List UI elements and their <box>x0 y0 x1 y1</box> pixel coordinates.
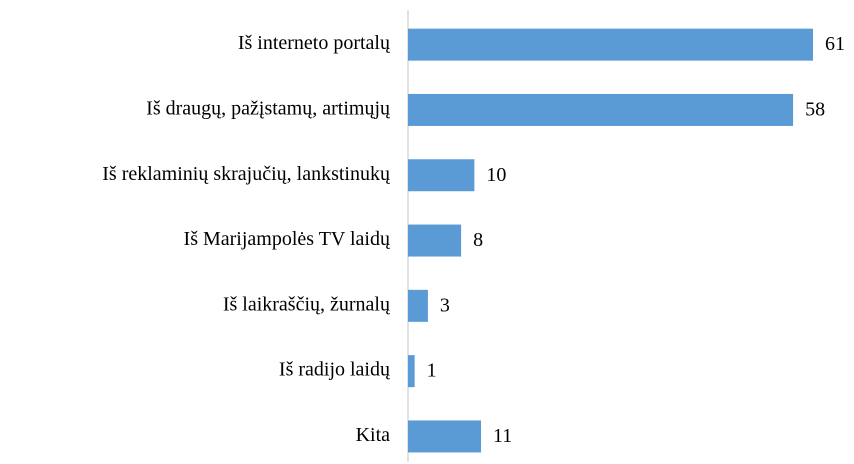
bar <box>408 93 794 126</box>
value-label: 3 <box>440 294 450 316</box>
category-label: Iš reklaminių skrajučių, lankstinukų <box>102 163 391 185</box>
bar <box>408 289 428 322</box>
category-label: Kita <box>356 424 391 446</box>
value-label: 61 <box>825 33 845 55</box>
category-label: Iš draugų, pažįstamų, artimųjų <box>146 98 391 120</box>
bar <box>408 355 415 388</box>
bar <box>408 28 813 61</box>
value-label: 58 <box>805 99 825 121</box>
bar <box>408 420 482 453</box>
bar <box>408 224 462 257</box>
value-label: 8 <box>473 229 483 251</box>
category-label: Iš Marijampolės TV laidų <box>184 228 391 250</box>
category-label: Iš radijo laidų <box>279 359 391 381</box>
bar <box>408 159 475 192</box>
value-label: 10 <box>486 164 506 186</box>
value-label: 11 <box>493 425 512 447</box>
category-label: Iš interneto portalų <box>238 32 391 54</box>
category-label: Iš laikraščių, žurnalų <box>223 293 391 315</box>
value-label: 1 <box>427 360 437 382</box>
